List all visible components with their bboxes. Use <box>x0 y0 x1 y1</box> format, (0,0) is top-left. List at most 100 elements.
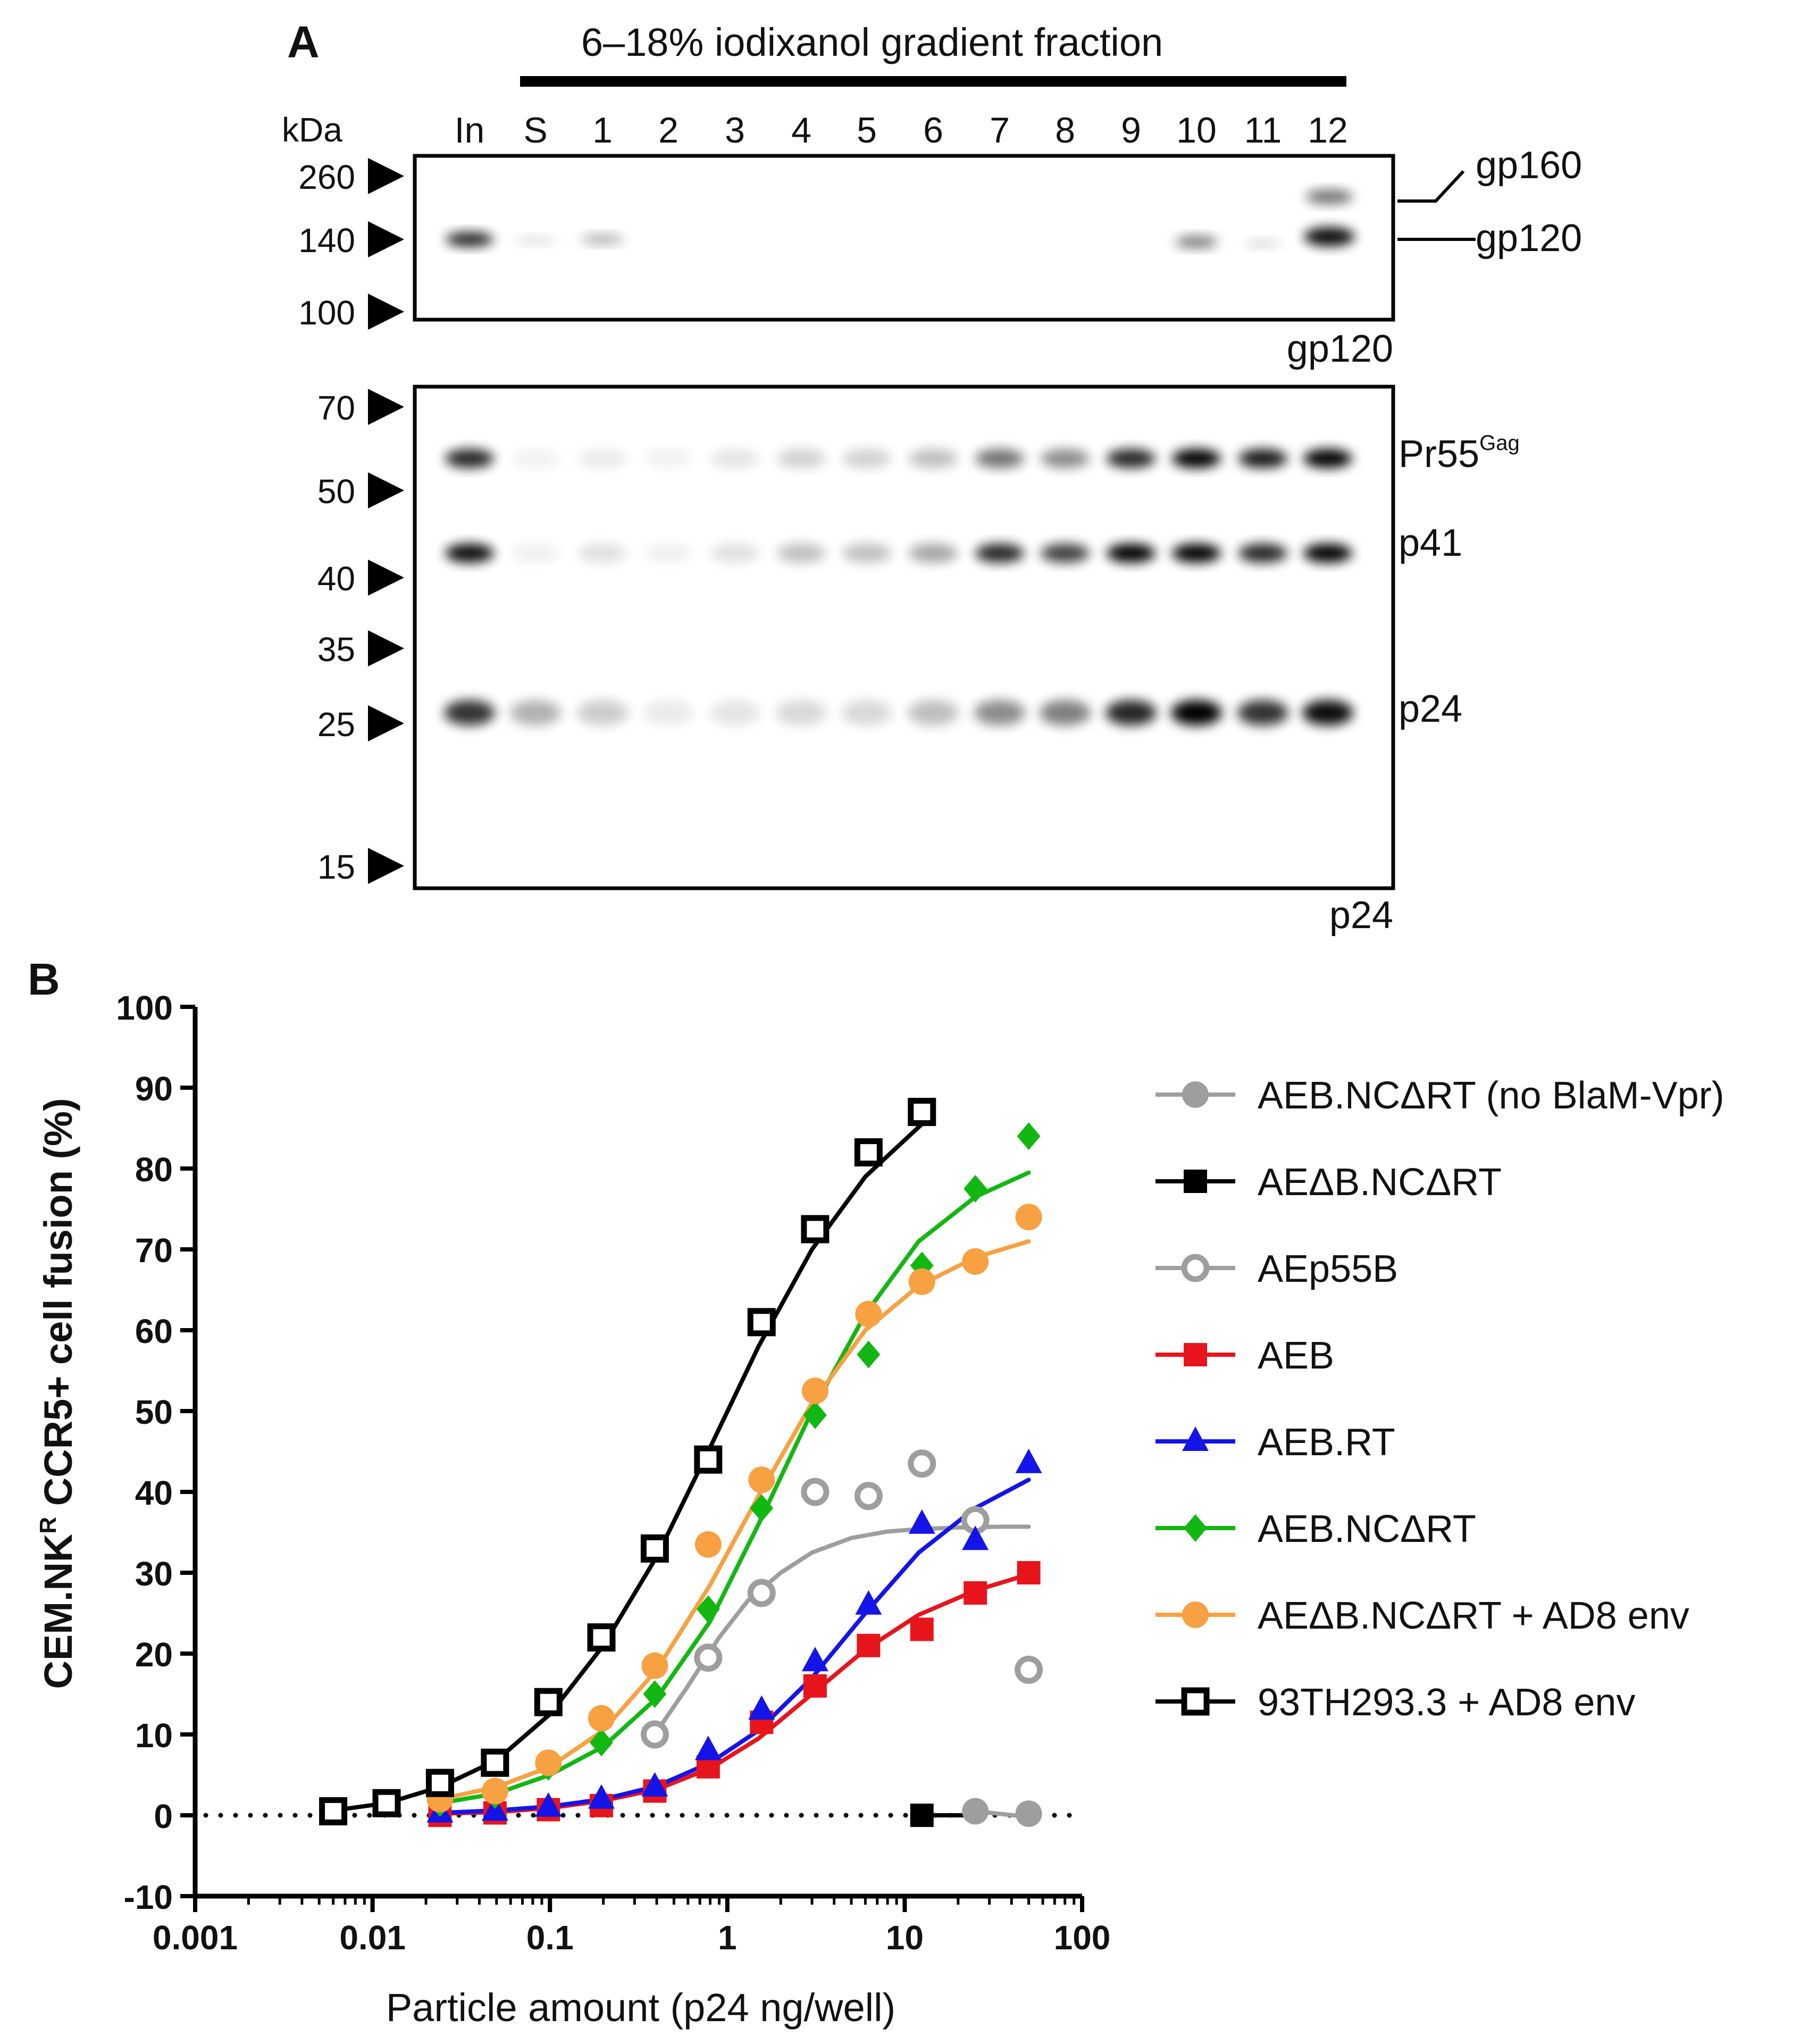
band-8-p24 <box>1040 700 1091 725</box>
chart-x-axis-title: Particle amount (p24 ng/well) <box>386 1985 895 2030</box>
legend-entry-label: AEB.RT <box>1258 1421 1395 1464</box>
series-7-point <box>534 1688 563 1716</box>
marker-40-arrow <box>368 560 404 596</box>
series-6-point <box>694 1531 722 1558</box>
gradient-header: 6–18% iodixanol gradient fraction <box>581 20 1163 64</box>
blot-bottom-band-layer <box>444 449 1353 725</box>
y-tick-label: 60 <box>135 1312 173 1350</box>
blot-top-markers: 260 140 100 <box>298 158 404 332</box>
legend-entry-label: AEΔB.NCΔRT + AD8 env <box>1258 1595 1689 1637</box>
marker-40-label: 40 <box>317 560 355 598</box>
series-6-point <box>1015 1204 1042 1231</box>
series-6-point <box>588 1705 615 1732</box>
lane-label-3: 3 <box>725 110 745 151</box>
legend-swatch-marker <box>1182 1081 1209 1108</box>
band-10-pr55 <box>1172 449 1221 468</box>
band-5-p24 <box>841 700 892 725</box>
panel-a-label: A <box>287 17 320 67</box>
marker-70-arrow <box>368 389 404 425</box>
marker-15-arrow <box>368 848 404 884</box>
band-1-pr55 <box>578 449 627 468</box>
series-7-point <box>694 1445 723 1474</box>
band-2-p24 <box>643 700 694 725</box>
lane-label-4: 4 <box>791 110 811 151</box>
marker-260-label: 260 <box>298 158 355 196</box>
x-tick-label: 100 <box>1054 1918 1111 1957</box>
gp160-leader <box>1397 170 1465 203</box>
marker-25-label: 25 <box>317 705 355 744</box>
x-tick-label: 0.001 <box>153 1918 238 1957</box>
marker-140-label: 140 <box>298 221 355 260</box>
fusion-chart: -10 0 10 20 30 40 50 60 70 80 90 100 0.001 0.01 0.1 1 10… <box>35 989 1110 2030</box>
band-9-p41 <box>1107 544 1155 563</box>
band-3-p24 <box>709 700 760 725</box>
series-5-fit-curve <box>438 1170 1031 1806</box>
band-7-pr55 <box>975 449 1024 468</box>
marker-35-label: 35 <box>317 630 355 669</box>
marker-70-label: 70 <box>317 389 355 427</box>
lane-label-1: 1 <box>592 110 613 151</box>
blot-top-frame <box>413 154 1395 322</box>
chart-data-points <box>319 1098 1043 1827</box>
panel-b-label: B <box>28 954 60 1004</box>
series-7-fit-curve <box>331 1122 924 1813</box>
series-2-point <box>854 1482 883 1511</box>
band-7-p24 <box>974 700 1025 725</box>
series-3-point <box>803 1674 827 1698</box>
legend-entry-label: 93TH293.3 + AD8 env <box>1258 1681 1635 1724</box>
legend-swatch-marker <box>1184 1343 1207 1366</box>
band-s-pr55 <box>511 449 560 468</box>
y-tick-label: -10 <box>124 1878 173 1916</box>
series-4-point <box>908 1509 935 1534</box>
legend-swatch-marker <box>1181 1687 1210 1716</box>
blot-bottom-frame <box>413 385 1395 890</box>
band-11-p24 <box>1237 700 1288 725</box>
marker-15-label: 15 <box>317 848 355 886</box>
chart-y-axis-title-pre: CEM.NK <box>36 1534 80 1689</box>
series-7-point <box>854 1138 883 1167</box>
blot-top-band-layer <box>446 189 1355 248</box>
x-tick-label: 0.1 <box>526 1918 574 1957</box>
series-5-point <box>643 1680 667 1708</box>
marker-35-arrow <box>368 630 404 666</box>
series-4-point <box>535 1792 562 1817</box>
y-tick-label: 70 <box>135 1231 173 1270</box>
band-2-p41 <box>644 544 693 563</box>
lane-label-8: 8 <box>1055 110 1075 151</box>
series-4-point <box>641 1772 668 1797</box>
legend-entry-label: AEB.NCΔRT (no BlaM-Vpr) <box>1258 1074 1724 1117</box>
series-6-point <box>481 1778 508 1805</box>
legend-swatch-marker <box>1184 1170 1207 1193</box>
series-7-point <box>908 1098 936 1127</box>
blot-bottom-markers: 70 50 40 35 25 15 <box>317 389 404 886</box>
marker-50-arrow <box>368 472 404 508</box>
blot-top: 260 140 100 gp120 gp160 gp120 <box>298 144 1582 370</box>
band-12-gp160 <box>1305 189 1353 204</box>
lane-label-12: 12 <box>1308 110 1348 151</box>
series-7-point <box>319 1797 348 1825</box>
series-2-point <box>640 1720 669 1749</box>
series-2-point <box>694 1643 723 1672</box>
band-5-pr55 <box>842 449 891 468</box>
band-label-gp160: gp160 <box>1476 144 1582 187</box>
series-6-fit-curve <box>438 1239 1031 1801</box>
series-4-point <box>1015 1448 1042 1473</box>
series-1-point <box>910 1804 934 1827</box>
series-2-fit-curve <box>652 1524 1031 1737</box>
band-in-p24 <box>444 700 495 725</box>
series-4-point <box>855 1590 882 1615</box>
band-in-gp120 <box>446 232 493 247</box>
series-5-point <box>750 1494 774 1522</box>
series-4-point <box>801 1647 828 1672</box>
series-6-point <box>535 1749 562 1776</box>
band-10-p24 <box>1171 700 1222 725</box>
band-10-gp120 <box>1175 236 1218 248</box>
y-tick-label: 50 <box>135 1393 173 1431</box>
series-6-point <box>748 1466 775 1494</box>
chart-y-axis-title-sup: R <box>35 1517 61 1534</box>
marker-100-label: 100 <box>298 294 355 332</box>
y-tick-label: 0 <box>154 1797 173 1836</box>
blot-bottom: 70 50 40 35 25 15 p24 Pr55Gag p41 p24 <box>317 385 1520 937</box>
y-tick-label: 30 <box>135 1555 173 1593</box>
